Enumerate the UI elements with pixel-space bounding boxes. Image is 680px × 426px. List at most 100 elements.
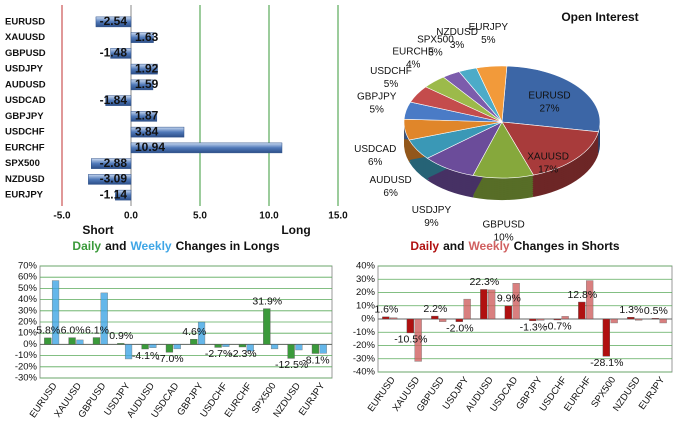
- value-label: -1.14: [100, 187, 128, 201]
- slice-value-label: 9%: [424, 218, 439, 229]
- x-tick-label: -5.0: [53, 211, 71, 222]
- slice: [475, 65, 508, 124]
- slice-value-label: 3%: [428, 47, 443, 58]
- title-part: Weekly: [468, 239, 509, 253]
- bar: [130, 79, 154, 91]
- y-tick-label: -20%: [353, 340, 376, 351]
- category-label: EURCHF: [5, 142, 45, 153]
- category-label: USDJPY: [5, 64, 44, 75]
- bar: [659, 318, 667, 324]
- bar: [92, 337, 101, 345]
- y-tick-label: -10%: [15, 350, 38, 361]
- bar: [165, 344, 174, 353]
- title-part: and: [443, 239, 464, 253]
- bar: [529, 318, 537, 321]
- bar: [263, 308, 271, 345]
- slice-value-label: 17%: [538, 165, 558, 176]
- bar: [246, 344, 254, 352]
- axis-annotation: Long: [281, 223, 310, 237]
- slice-label: AUDUSD: [370, 175, 412, 186]
- y-tick-label: 20%: [18, 317, 38, 328]
- category-label: NZDUSD: [5, 174, 45, 185]
- value-label: -2.54: [100, 14, 128, 28]
- slice-label: USDCAD: [354, 144, 396, 155]
- category-label: EURJPY: [5, 190, 44, 201]
- title-part: Weekly: [130, 239, 171, 253]
- value-label: -1.84: [100, 93, 128, 107]
- bar: [91, 158, 132, 169]
- value-label: -0.7%: [544, 321, 571, 333]
- slice-label: NZDUSD: [436, 27, 478, 38]
- bar: [537, 318, 545, 321]
- value-label: -28.1%: [590, 357, 623, 369]
- slice-value-label: 4%: [406, 59, 421, 70]
- value-label: 6.0%: [61, 324, 85, 336]
- bar: [635, 318, 643, 321]
- bar: [100, 292, 108, 345]
- slice-value-label: 10%: [494, 233, 514, 244]
- bar: [44, 337, 52, 345]
- value-label: 4.6%: [182, 326, 206, 338]
- slice-label: GBPUSD: [483, 220, 525, 231]
- x-tick-label: 5.0: [193, 211, 207, 222]
- bar: [270, 344, 279, 350]
- bar: [488, 289, 496, 320]
- value-label: 1.3%: [619, 304, 643, 316]
- bar: [117, 343, 125, 345]
- value-label: -7.0%: [156, 353, 183, 365]
- value-label: -4.1%: [132, 350, 159, 362]
- x-tick-label: 0.0: [124, 211, 138, 222]
- slice: [501, 121, 599, 176]
- y-tick-label: -30%: [15, 373, 38, 384]
- bar: [130, 142, 283, 154]
- value-label: -12.5%: [275, 359, 308, 371]
- bar: [439, 318, 447, 322]
- bar: [602, 318, 610, 357]
- title-part: Daily: [410, 239, 439, 253]
- bar: [173, 344, 181, 350]
- bar: [190, 339, 198, 345]
- bar: [651, 318, 659, 320]
- value-label: 1.92: [135, 61, 159, 75]
- category-label: GBPJPY: [5, 111, 44, 122]
- category-label: EURUSD: [5, 16, 45, 27]
- bar: [105, 95, 132, 106]
- bar: [319, 344, 327, 354]
- y-tick-label: -30%: [353, 353, 376, 364]
- value-label: -2.88: [100, 156, 128, 170]
- value-label: 1.63: [135, 30, 159, 44]
- bar: [295, 344, 303, 351]
- y-tick-label: 70%: [18, 261, 38, 272]
- category-label: GBPUSD: [5, 48, 46, 59]
- bar: [130, 111, 158, 122]
- bar: [130, 63, 158, 75]
- bar: [115, 189, 132, 201]
- slice-value-label: 27%: [540, 103, 560, 114]
- y-tick-label: 10%: [18, 328, 38, 339]
- title-part: Changes in Longs: [176, 239, 280, 253]
- bar: [68, 337, 76, 345]
- slice-value-label: 6%: [368, 157, 383, 168]
- bar: [222, 344, 230, 347]
- category-label: XAUUSD: [5, 32, 45, 43]
- y-tick-label: 30%: [356, 274, 376, 285]
- value-label: 10.94: [135, 140, 165, 154]
- axis-annotation: Short: [82, 223, 113, 237]
- bar: [455, 318, 463, 322]
- bar: [586, 280, 594, 320]
- bar: [287, 344, 295, 359]
- category-label: SPX500: [5, 158, 40, 169]
- y-tick-label: 0%: [23, 339, 37, 350]
- y-tick-label: 30%: [18, 305, 38, 316]
- title-part: and: [105, 239, 126, 253]
- bar: [88, 174, 132, 185]
- slice-label: EURCHF: [392, 46, 434, 57]
- value-label: 1.59: [135, 77, 159, 91]
- bar: [149, 344, 157, 348]
- value-label: 6.1%: [85, 324, 109, 336]
- value-label: 1.87: [135, 109, 159, 123]
- bar: [414, 318, 422, 362]
- chart-title: Open Interest: [561, 10, 638, 24]
- bar: [130, 126, 185, 138]
